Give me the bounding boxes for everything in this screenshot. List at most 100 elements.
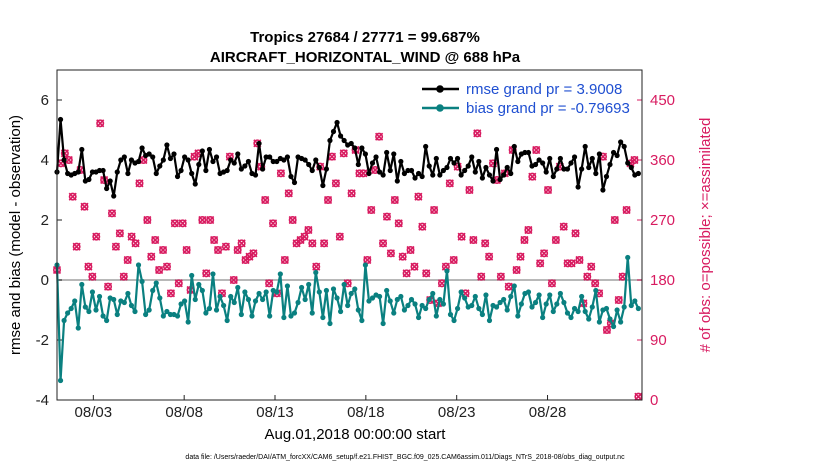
bias-point <box>529 304 535 310</box>
obs-marker <box>143 216 152 225</box>
obs-marker <box>512 265 521 274</box>
obs-assimilated-marker <box>331 179 340 188</box>
rmse-series <box>54 116 641 199</box>
rmse-point <box>86 176 92 183</box>
bias-point <box>486 317 493 324</box>
rmse-point <box>150 154 156 160</box>
rmse-point <box>355 161 361 168</box>
obs-assimilated-marker <box>473 129 482 138</box>
bias-point <box>178 301 184 307</box>
rmse-point <box>291 179 298 186</box>
obs-marker <box>496 272 505 281</box>
obs-marker <box>559 222 568 231</box>
obs-marker <box>104 282 113 291</box>
obs-assimilated-marker <box>614 295 623 305</box>
bias-point <box>100 313 106 319</box>
obs-marker <box>571 229 580 238</box>
obs-marker <box>300 232 309 241</box>
obs-marker <box>583 272 592 281</box>
rmse-point <box>111 193 117 199</box>
bias-point <box>203 310 209 316</box>
obs-assimilated-marker <box>72 242 81 251</box>
bias-point <box>479 311 485 318</box>
obs-marker <box>147 252 156 261</box>
bias-point <box>593 287 599 294</box>
rmse-point <box>387 167 393 174</box>
rmse-point <box>192 181 198 187</box>
rmse-point <box>128 157 135 163</box>
rmse-point <box>206 146 213 153</box>
bias-point <box>476 305 482 312</box>
bias-point <box>306 281 312 288</box>
obs-marker <box>520 236 529 245</box>
obs-assimilated-marker <box>382 212 392 221</box>
y-tick-label: 4 <box>41 152 49 169</box>
obs-marker <box>170 219 179 228</box>
rmse-point <box>462 167 468 174</box>
obs-assimilated-marker <box>233 245 242 255</box>
obs-marker <box>111 242 120 251</box>
obs-assimilated-marker <box>477 272 486 281</box>
x-axis-label: Aug.01,2018 00:00:00 start <box>265 426 447 443</box>
obs-assimilated-marker <box>386 249 395 258</box>
rmse-point <box>252 172 259 178</box>
obs-assimilated-marker <box>610 215 619 225</box>
obs-marker <box>551 236 560 245</box>
bias-point <box>295 299 301 306</box>
rmse-point <box>483 164 489 171</box>
x-tick-label: 08/18 <box>347 404 385 421</box>
rmse-point <box>625 160 631 166</box>
rmse-point <box>373 154 379 160</box>
obs-marker <box>159 246 168 255</box>
obs-assimilated-marker <box>249 249 258 258</box>
bias-point <box>462 295 468 301</box>
rmse-point <box>260 166 266 172</box>
rmse-point <box>245 158 252 165</box>
rmse-point <box>582 143 588 150</box>
bias-point <box>281 314 287 321</box>
rmse-point <box>341 137 347 144</box>
obs-marker <box>284 189 293 198</box>
obs-marker <box>166 289 175 298</box>
bias-point <box>554 301 560 307</box>
bias-point <box>196 281 202 288</box>
obs-assimilated-marker <box>394 219 403 228</box>
bias-point <box>121 299 127 306</box>
obs-assimilated-marker <box>398 252 407 261</box>
bias-point <box>582 308 588 315</box>
rmse-point <box>568 160 574 166</box>
rmse-point <box>309 167 315 174</box>
obs-marker <box>131 239 140 248</box>
obs-marker <box>261 196 270 205</box>
y-tick-label: -2 <box>36 332 49 349</box>
bias-point <box>341 281 347 288</box>
obs-assimilated-marker <box>182 245 191 255</box>
rmse-point <box>469 154 475 160</box>
rmse-point <box>593 170 599 177</box>
y-right-tick-label: 360 <box>650 152 675 169</box>
obs-marker <box>312 262 321 271</box>
obs-marker <box>382 212 391 221</box>
rmse-point <box>213 154 220 160</box>
bias-point <box>540 314 546 321</box>
obs-marker <box>92 232 101 241</box>
bias-point <box>224 317 230 324</box>
obs-marker <box>182 246 191 255</box>
obs-assimilated-marker <box>229 275 238 285</box>
y-right-tick-label: 0 <box>650 392 658 409</box>
bias-point <box>217 293 223 300</box>
obs-marker <box>162 262 171 271</box>
bias-point <box>398 293 404 300</box>
obs-assimilated-marker <box>158 245 168 255</box>
x-tick-label: 08/03 <box>75 404 113 421</box>
rmse-point <box>306 161 312 168</box>
obs-assimilated-marker <box>622 205 631 215</box>
bias-point <box>614 307 620 313</box>
obs-assimilated-marker <box>543 185 553 195</box>
rmse-point <box>369 160 376 166</box>
rmse-point <box>497 176 503 183</box>
obs-assimilated-marker <box>575 255 584 265</box>
bias-point <box>288 313 294 319</box>
rmse-point <box>412 175 418 181</box>
bias-point <box>387 298 393 304</box>
